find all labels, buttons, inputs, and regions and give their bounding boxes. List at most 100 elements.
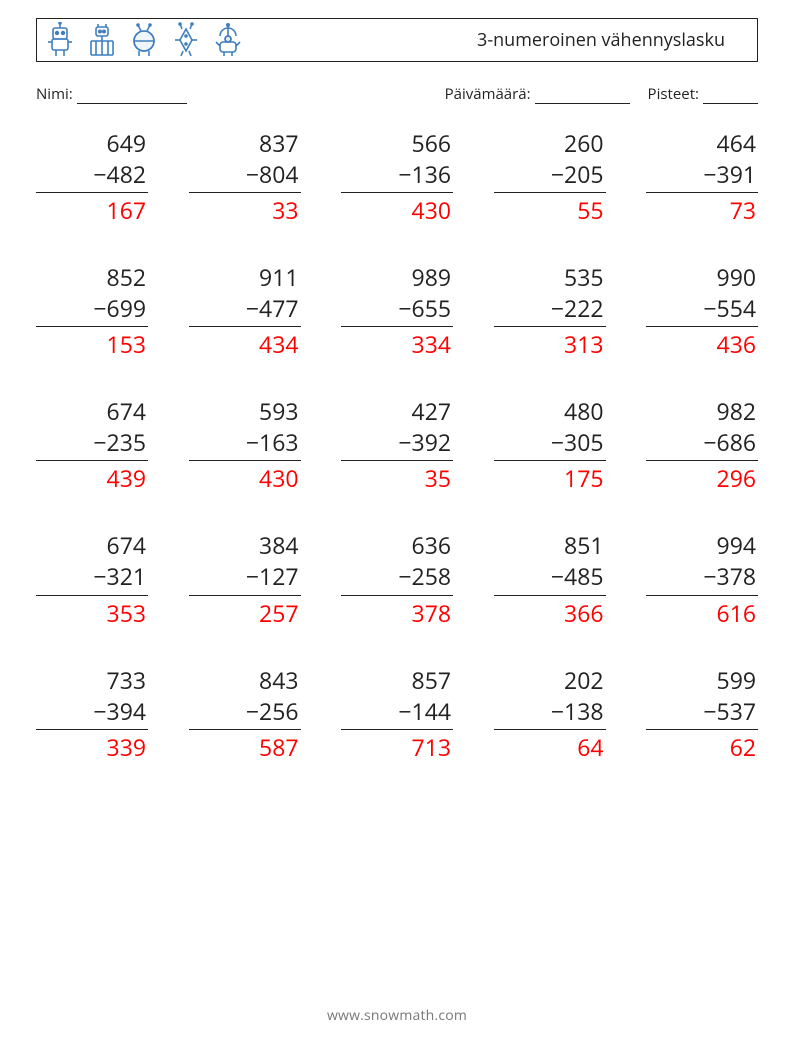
robot-icon bbox=[127, 22, 161, 58]
subtraction-problem: 843−256587 bbox=[189, 665, 301, 763]
subtrahend: −305 bbox=[494, 427, 606, 461]
minuend: 837 bbox=[189, 128, 301, 159]
robot-icons bbox=[43, 22, 245, 58]
name-blank[interactable] bbox=[77, 88, 187, 104]
subtraction-problem: 384−127257 bbox=[189, 530, 301, 628]
problem-row: 733−394339 843−256587 857−144713 202−13864 5… bbox=[36, 665, 758, 763]
subtraction-problem: 837−80433 bbox=[189, 128, 301, 226]
problem-row: 674−321353 384−127257 636−258378 851−485366… bbox=[36, 530, 758, 628]
subtrahend: −477 bbox=[189, 293, 301, 327]
subtrahend: −699 bbox=[36, 293, 148, 327]
meta-row: Nimi: Päivämäärä: Pisteet: bbox=[36, 84, 758, 104]
answer: 339 bbox=[36, 730, 148, 763]
subtrahend: −554 bbox=[646, 293, 758, 327]
meta-name: Nimi: bbox=[36, 84, 187, 104]
subtraction-problem: 989−655334 bbox=[341, 262, 453, 360]
answer: 430 bbox=[341, 193, 453, 226]
answer: 167 bbox=[36, 193, 148, 226]
minuend: 982 bbox=[646, 396, 758, 427]
subtraction-problem: 852−699153 bbox=[36, 262, 148, 360]
subtraction-problem: 733−394339 bbox=[36, 665, 148, 763]
subtrahend: −482 bbox=[36, 159, 148, 193]
score-label: Pisteet: bbox=[648, 84, 699, 104]
minuend: 994 bbox=[646, 530, 758, 561]
answer: 257 bbox=[189, 596, 301, 629]
robot-icon bbox=[211, 22, 245, 58]
robot-icon bbox=[43, 22, 77, 58]
minuend: 674 bbox=[36, 396, 148, 427]
subtraction-problem: 982−686296 bbox=[646, 396, 758, 494]
minuend: 260 bbox=[494, 128, 606, 159]
subtrahend: −321 bbox=[36, 561, 148, 595]
subtrahend: −235 bbox=[36, 427, 148, 461]
subtrahend: −378 bbox=[646, 561, 758, 595]
minuend: 851 bbox=[494, 530, 606, 561]
answer: 62 bbox=[646, 730, 758, 763]
minuend: 843 bbox=[189, 665, 301, 696]
subtrahend: −394 bbox=[36, 696, 148, 730]
subtraction-problem: 535−222313 bbox=[494, 262, 606, 360]
minuend: 202 bbox=[494, 665, 606, 696]
answer: 296 bbox=[646, 461, 758, 494]
answer: 587 bbox=[189, 730, 301, 763]
subtrahend: −136 bbox=[341, 159, 453, 193]
subtraction-problem: 427−39235 bbox=[341, 396, 453, 494]
date-blank[interactable] bbox=[535, 88, 630, 104]
robot-icon bbox=[169, 22, 203, 58]
answer: 353 bbox=[36, 596, 148, 629]
answer: 439 bbox=[36, 461, 148, 494]
minuend: 566 bbox=[341, 128, 453, 159]
answer: 334 bbox=[341, 327, 453, 360]
subtrahend: −655 bbox=[341, 293, 453, 327]
subtraction-problem: 636−258378 bbox=[341, 530, 453, 628]
subtraction-problem: 566−136430 bbox=[341, 128, 453, 226]
score-blank[interactable] bbox=[703, 88, 758, 104]
problem-row: 649−482167 837−80433 566−136430 260−20555 46… bbox=[36, 128, 758, 226]
robot-icon bbox=[85, 22, 119, 58]
subtrahend: −485 bbox=[494, 561, 606, 595]
subtraction-problem: 857−144713 bbox=[341, 665, 453, 763]
answer: 35 bbox=[341, 461, 453, 494]
answer: 366 bbox=[494, 596, 606, 629]
minuend: 989 bbox=[341, 262, 453, 293]
minuend: 636 bbox=[341, 530, 453, 561]
answer: 430 bbox=[189, 461, 301, 494]
answer: 436 bbox=[646, 327, 758, 360]
answer: 434 bbox=[189, 327, 301, 360]
minuend: 464 bbox=[646, 128, 758, 159]
name-label: Nimi: bbox=[36, 84, 73, 104]
footer-url: www.snowmath.com bbox=[0, 1006, 794, 1025]
subtrahend: −256 bbox=[189, 696, 301, 730]
minuend: 384 bbox=[189, 530, 301, 561]
subtraction-problem: 851−485366 bbox=[494, 530, 606, 628]
subtraction-problem: 649−482167 bbox=[36, 128, 148, 226]
problem-row: 852−699153 911−477434 989−655334 535−222313… bbox=[36, 262, 758, 360]
subtraction-problem: 994−378616 bbox=[646, 530, 758, 628]
subtrahend: −127 bbox=[189, 561, 301, 595]
answer: 378 bbox=[341, 596, 453, 629]
subtrahend: −392 bbox=[341, 427, 453, 461]
subtraction-problem: 674−235439 bbox=[36, 396, 148, 494]
answer: 313 bbox=[494, 327, 606, 360]
minuend: 427 bbox=[341, 396, 453, 427]
minuend: 649 bbox=[36, 128, 148, 159]
answer: 713 bbox=[341, 730, 453, 763]
subtraction-problem: 911−477434 bbox=[189, 262, 301, 360]
subtrahend: −258 bbox=[341, 561, 453, 595]
minuend: 480 bbox=[494, 396, 606, 427]
subtraction-problem: 260−20555 bbox=[494, 128, 606, 226]
subtrahend: −804 bbox=[189, 159, 301, 193]
subtrahend: −391 bbox=[646, 159, 758, 193]
worksheet-title: 3-numeroinen vähennyslasku bbox=[477, 28, 745, 52]
answer: 153 bbox=[36, 327, 148, 360]
answer: 175 bbox=[494, 461, 606, 494]
subtrahend: −686 bbox=[646, 427, 758, 461]
subtrahend: −205 bbox=[494, 159, 606, 193]
minuend: 674 bbox=[36, 530, 148, 561]
subtrahend: −144 bbox=[341, 696, 453, 730]
subtraction-problem: 599−53762 bbox=[646, 665, 758, 763]
subtrahend: −222 bbox=[494, 293, 606, 327]
minuend: 911 bbox=[189, 262, 301, 293]
subtraction-problem: 202−13864 bbox=[494, 665, 606, 763]
minuend: 990 bbox=[646, 262, 758, 293]
